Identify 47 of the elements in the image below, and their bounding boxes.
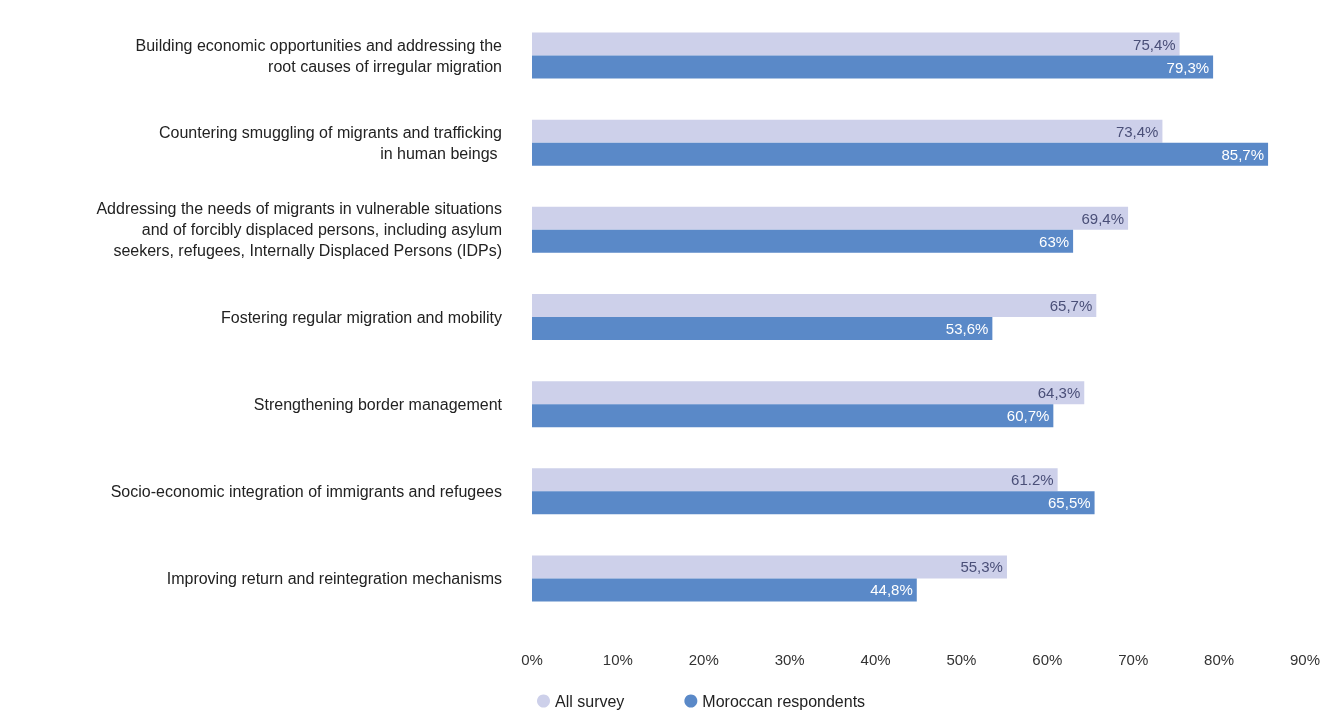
y-tick-label: Improving return and reintegration mechanisms [166, 569, 502, 587]
data-label: 55,3% [960, 558, 1003, 576]
bar [532, 119, 1163, 143]
bar [532, 555, 1007, 579]
data-label: 69,4% [1081, 209, 1125, 227]
y-tick-label: Countering smuggling of migrants and trafficking in human beings [159, 123, 502, 162]
data-label: 63% [1039, 232, 1070, 250]
x-tick-label: 10% [602, 651, 633, 668]
bar [532, 578, 917, 602]
x-tick-label: 70% [1118, 651, 1149, 668]
bar [532, 55, 1214, 79]
data-label: 65,7% [1049, 297, 1093, 314]
x-tick-label: 50% [946, 651, 977, 668]
data-label: 85,7% [1221, 145, 1265, 163]
data-label: 73,4% [1115, 122, 1159, 140]
y-tick-label: Addressing the needs of migrants in vulnerable situations and of forcibly displaced persons, including asylum seekers, refugees, Internally Displaced Persons (IDPs) [96, 200, 502, 260]
legend-label: All survey [555, 692, 625, 710]
x-tick-label: 20% [688, 651, 719, 668]
bar [532, 294, 1097, 317]
x-tick-label: 30% [774, 651, 805, 668]
bar [532, 142, 1269, 166]
legend-label: Moroccan respondents [702, 692, 866, 710]
bar [532, 381, 1085, 405]
data-label: 65,5% [1048, 494, 1091, 512]
y-tick-label: Fostering regular migration and mobility [220, 308, 502, 326]
data-label: 64,3% [1037, 384, 1081, 402]
bar [532, 229, 1074, 253]
y-tick-label: Building economic opportunities and addressing the root causes of irregular migration [135, 36, 503, 75]
bar [532, 317, 993, 340]
bar [532, 206, 1129, 230]
x-tick-label: 80% [1204, 651, 1235, 668]
x-tick-label: 40% [860, 651, 891, 668]
x-tick-label: 90% [1289, 651, 1321, 668]
bar [532, 404, 1054, 428]
bar [532, 491, 1095, 515]
bar [532, 468, 1058, 492]
data-label: 61.2% [1011, 471, 1054, 489]
data-label: 75,4% [1133, 35, 1176, 53]
data-label: 79,3% [1166, 58, 1210, 76]
x-tick-label: 0% [521, 651, 543, 668]
data-label: 44,8% [870, 581, 913, 599]
y-tick-label: Strengthening border management [253, 395, 503, 413]
data-label: 53,6% [945, 320, 989, 337]
bar [532, 32, 1180, 56]
y-tick-label: Socio-economic integration of immigrants and refugees [110, 482, 502, 500]
x-tick-label: 60% [1032, 651, 1063, 668]
data-label: 60,7% [1006, 407, 1050, 425]
